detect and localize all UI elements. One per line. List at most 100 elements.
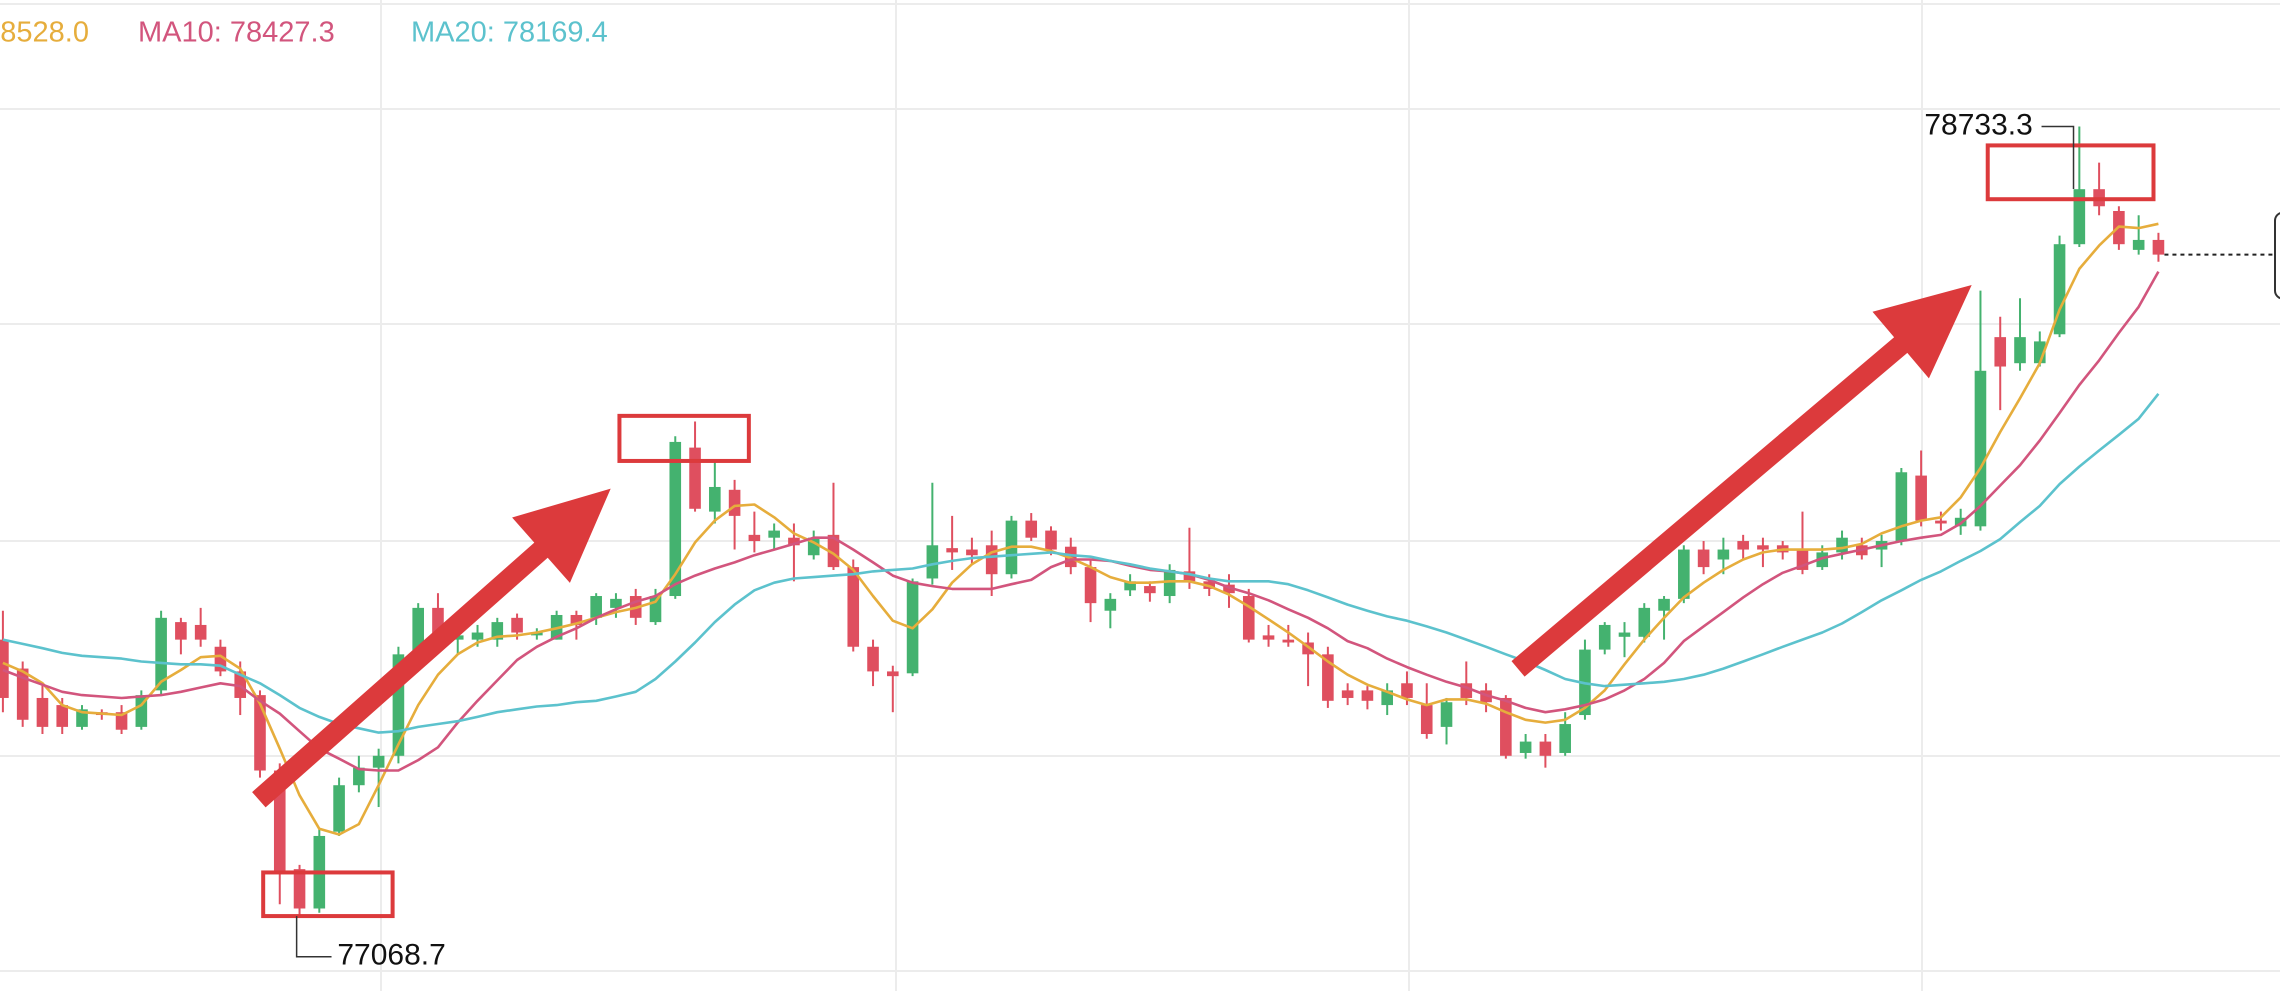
candle-body <box>1104 598 1117 611</box>
candle-body <box>788 537 800 546</box>
candle-body <box>669 441 682 597</box>
candle-body <box>1084 567 1097 604</box>
candle-body <box>966 549 978 556</box>
candle-body <box>847 567 860 647</box>
candle-body <box>392 654 405 756</box>
candle-body <box>1638 607 1651 637</box>
low-label: 77068.7 <box>337 939 445 972</box>
candle-body <box>946 548 958 553</box>
candle-body <box>353 767 365 786</box>
candle-body <box>807 537 820 556</box>
price-tag <box>2274 212 2280 300</box>
candle-body <box>610 598 622 608</box>
candle-body <box>709 486 721 512</box>
candle-body <box>1658 598 1670 611</box>
candle-body <box>590 596 602 618</box>
candle-body <box>1737 541 1749 550</box>
candle-body <box>1242 596 1255 640</box>
candle-body <box>1539 741 1552 756</box>
candle-body <box>1341 690 1354 698</box>
candle-body <box>115 712 128 730</box>
candle-body <box>2053 244 2066 335</box>
candle-body <box>1717 549 1730 560</box>
candle-body <box>1282 639 1295 643</box>
candle-body <box>1816 552 1829 568</box>
candle-body <box>1361 690 1374 701</box>
candle-body <box>1124 581 1136 591</box>
candle-body <box>1440 702 1453 727</box>
legend-entry: MA20: 78169.4 <box>411 17 608 49</box>
ma-line <box>2 270 2160 772</box>
candle-body <box>254 695 266 771</box>
candle-body <box>1559 724 1571 753</box>
candle-body <box>36 697 49 727</box>
candle-body <box>1915 475 1927 521</box>
candle-body <box>570 614 583 625</box>
candle-body <box>1678 549 1690 599</box>
candle-body <box>471 632 484 640</box>
high-label: 78733.3 <box>1924 108 2032 141</box>
candle-body <box>1025 520 1038 538</box>
candle-body <box>214 646 227 672</box>
candle-body <box>867 646 879 672</box>
candle-body <box>76 709 88 727</box>
candle-body <box>768 530 780 538</box>
candle-body <box>531 632 543 636</box>
candle-body <box>273 770 286 873</box>
candle-body <box>194 624 207 640</box>
ma-line <box>2 392 2160 734</box>
candle-body <box>1757 545 1769 550</box>
candle-body <box>372 755 385 768</box>
candle-body <box>827 534 840 568</box>
trend-arrow <box>252 488 611 808</box>
candle-body <box>1144 586 1156 594</box>
candle-body <box>1223 584 1235 594</box>
candle-body <box>56 705 69 727</box>
candle-body <box>1796 549 1809 570</box>
candle-body <box>135 695 148 727</box>
highlight-box <box>1985 143 2156 202</box>
leader-line <box>2041 125 2075 190</box>
candle-body <box>155 617 167 691</box>
candle-body <box>1262 635 1275 640</box>
candle-body <box>175 622 187 640</box>
candle-body <box>1460 683 1473 698</box>
candle-body <box>2033 341 2046 364</box>
candle-body <box>511 617 523 633</box>
candle-body <box>0 639 9 698</box>
candle-body <box>1519 741 1532 753</box>
candle-body <box>1183 571 1196 582</box>
candle-body <box>1836 537 1848 553</box>
candle-body <box>748 534 761 542</box>
candle-body <box>293 869 306 909</box>
candle-body <box>1163 569 1176 597</box>
candle-body <box>985 545 998 575</box>
candle-body <box>2014 337 2026 364</box>
candle-body <box>1381 690 1393 706</box>
candle-body <box>1420 705 1433 735</box>
legend-entry: MA10: 78427.3 <box>138 17 335 49</box>
candle-body <box>728 489 741 516</box>
highlight-box <box>617 413 751 463</box>
candle-body <box>926 545 939 579</box>
candle-body <box>451 635 464 640</box>
candles <box>0 126 2165 916</box>
candle-body <box>1935 520 1947 524</box>
candle-body <box>1322 654 1334 701</box>
candle-body <box>432 607 444 640</box>
highlight-box <box>261 870 395 919</box>
ma-line <box>2 222 2159 836</box>
candle-body <box>333 785 345 832</box>
candle-body <box>689 447 701 509</box>
candle-body <box>1618 632 1631 637</box>
legend-entry: MA5: 78528.0 <box>0 17 89 49</box>
candle-body <box>234 671 247 698</box>
leader-line <box>295 916 332 958</box>
candle-body <box>1401 683 1413 698</box>
candle-body <box>2132 239 2145 250</box>
candle-body <box>1974 370 1987 527</box>
candle-body <box>649 596 662 623</box>
